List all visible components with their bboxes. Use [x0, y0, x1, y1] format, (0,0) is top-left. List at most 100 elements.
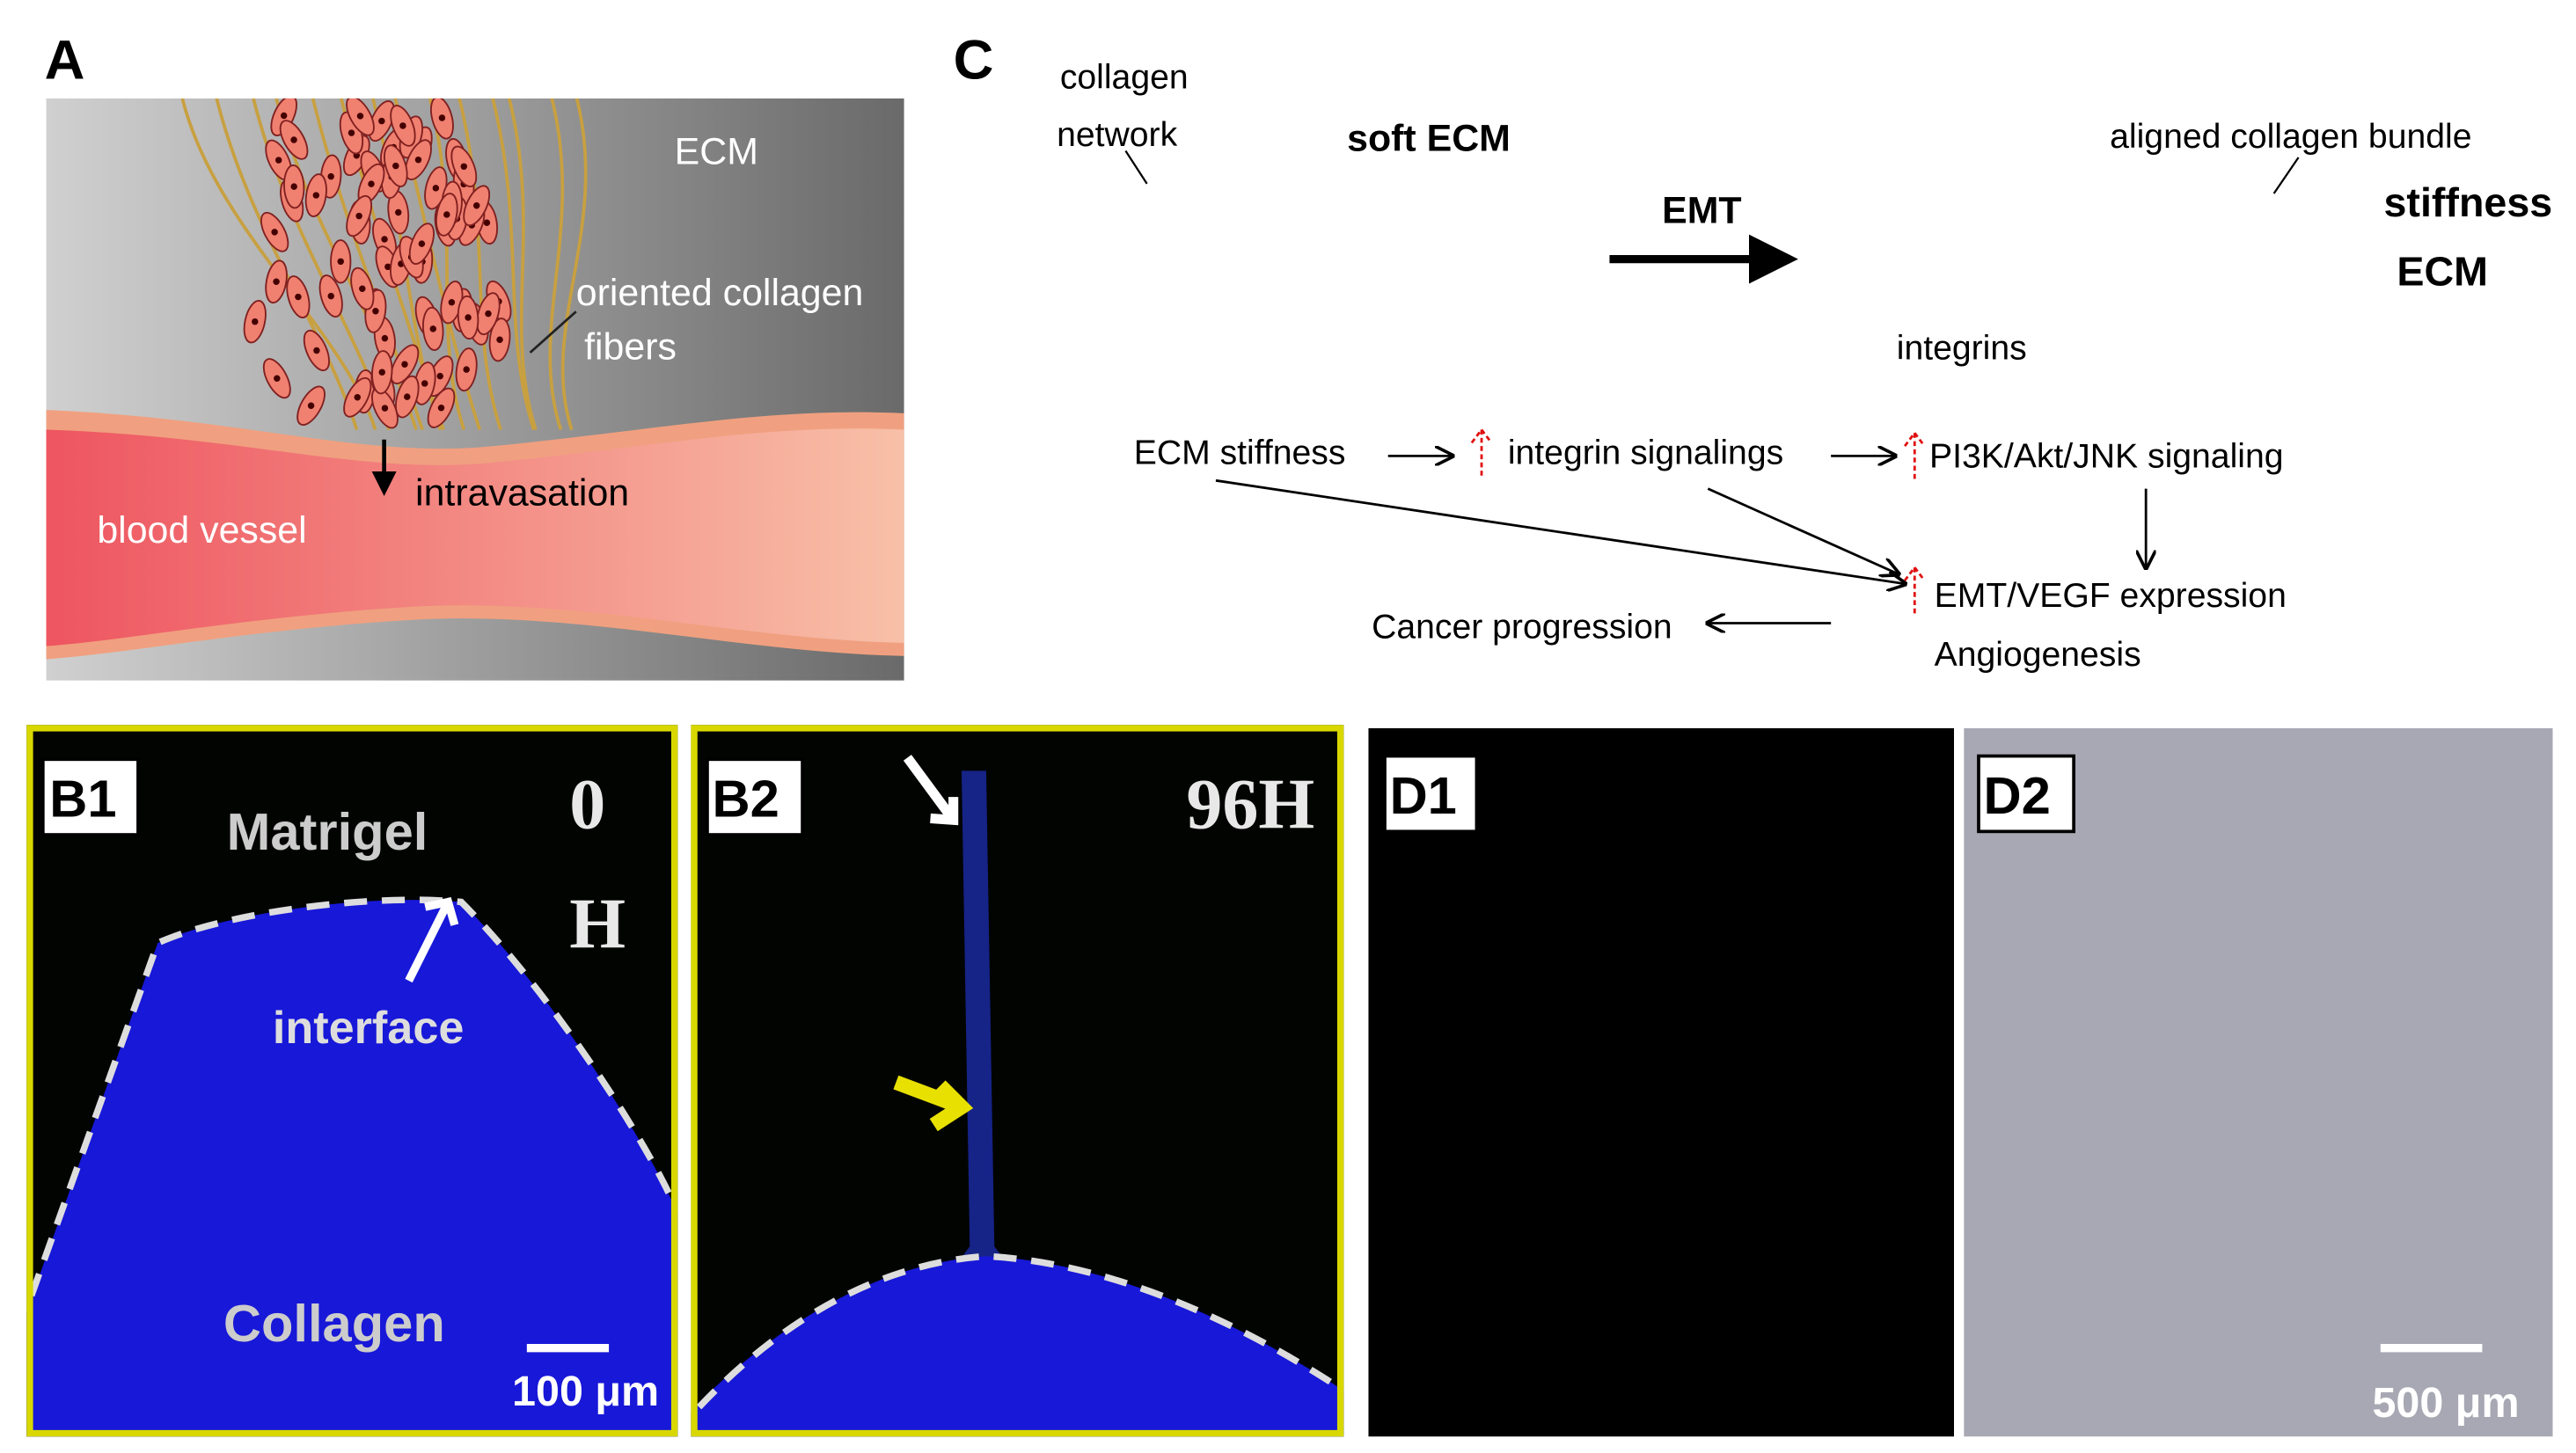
collagen-fiber — [428, 98, 466, 431]
nucleus — [313, 347, 320, 354]
panel-label: B2 — [713, 770, 779, 829]
nucleus — [485, 310, 492, 318]
up-arrow — [1903, 430, 1926, 479]
nucleus — [463, 366, 470, 373]
arrow — [893, 1075, 974, 1132]
nucleus — [348, 129, 355, 136]
nucleus — [290, 183, 297, 190]
label: ECM — [675, 130, 758, 172]
up-arrow — [1470, 427, 1493, 476]
label: PI3K/Akt/JNK signaling — [1929, 437, 2283, 475]
arrow — [903, 755, 959, 826]
nucleus — [438, 114, 446, 121]
nucleus — [448, 298, 456, 306]
nucleus — [327, 172, 334, 180]
nucleus — [399, 122, 406, 129]
nucleus — [372, 308, 379, 315]
panel-label: A — [45, 29, 85, 91]
nucleus — [465, 314, 472, 321]
nucleus — [404, 393, 411, 400]
nucleus — [280, 112, 288, 120]
nucleus — [295, 293, 302, 301]
pointer — [1124, 150, 1148, 185]
pointer — [2272, 157, 2300, 194]
nucleus — [381, 405, 389, 412]
label: Collagen — [223, 1294, 445, 1353]
nucleus — [355, 212, 362, 220]
pointer — [529, 310, 577, 354]
panel-a-art — [46, 98, 904, 681]
label: integrins — [1897, 329, 2027, 367]
collagen-fiber — [457, 98, 502, 431]
nucleus — [483, 219, 491, 226]
label: EMT — [1662, 190, 1742, 232]
panel-d1-image — [1368, 727, 1955, 1437]
label: blood vessel — [97, 509, 306, 551]
nucleus — [359, 285, 366, 292]
invasion-strand — [945, 770, 1020, 1280]
nucleus — [368, 180, 375, 187]
label: H — [569, 884, 626, 964]
collagen-fiber — [560, 98, 588, 431]
interface-line — [28, 896, 678, 1297]
blood-vessel — [46, 428, 904, 646]
flow-arrows — [1215, 456, 2146, 623]
scale-label: 100 μm — [512, 1368, 659, 1415]
nucleus — [354, 394, 361, 401]
label: integrin signalings — [1508, 434, 1783, 472]
nucleus — [443, 211, 450, 218]
scale-label: 500 μm — [2372, 1379, 2519, 1427]
collagen-fiber — [491, 98, 536, 431]
panel-label: C — [954, 29, 994, 91]
label: stiffness — [2384, 179, 2553, 225]
arrow — [405, 897, 459, 983]
frame — [26, 725, 678, 1437]
label: Angiogenesis — [1935, 636, 2141, 674]
label: 96H — [1186, 764, 1314, 844]
nucleus — [312, 192, 320, 199]
nucleus — [271, 229, 278, 236]
nucleus — [378, 117, 385, 125]
nucleus — [274, 375, 281, 382]
collagen-region — [691, 1256, 1344, 1437]
label-box — [40, 757, 140, 836]
label: collagen — [1060, 59, 1189, 97]
nucleus — [327, 292, 334, 300]
nucleus — [337, 258, 344, 266]
nucleus — [378, 369, 385, 376]
nucleus — [392, 162, 399, 170]
label: network — [1057, 116, 1177, 154]
label: Matrigel — [227, 802, 428, 861]
label: oriented collagen — [576, 272, 864, 314]
nucleus — [418, 240, 426, 247]
nucleus — [401, 361, 408, 368]
nucleus — [356, 113, 364, 120]
nucleus — [381, 334, 389, 342]
nucleus — [429, 325, 436, 332]
label: EMT/VEGF expression — [1935, 577, 2287, 615]
label: interface — [273, 1003, 465, 1054]
nucleus — [414, 156, 422, 164]
label: soft ECM — [1347, 118, 1511, 160]
nucleus — [395, 208, 402, 216]
nucleus — [472, 202, 480, 209]
panel-d2-image — [1964, 727, 2553, 1437]
label-box — [1977, 754, 2075, 834]
nucleus — [274, 157, 282, 164]
up-arrow — [1903, 565, 1926, 614]
label: ECM — [2397, 248, 2488, 294]
nucleus — [307, 402, 315, 409]
label: aligned collagen bundle — [2110, 118, 2471, 156]
nucleus — [273, 278, 280, 285]
nucleus — [381, 236, 388, 243]
label: Cancer progression — [1372, 608, 1672, 646]
frame — [691, 725, 1344, 1437]
nucleus — [432, 185, 440, 192]
nucleus — [437, 404, 445, 412]
collagen-fiber — [548, 98, 565, 431]
nucleus — [384, 263, 392, 271]
nucleus — [290, 136, 297, 143]
label: 0 — [569, 764, 605, 844]
